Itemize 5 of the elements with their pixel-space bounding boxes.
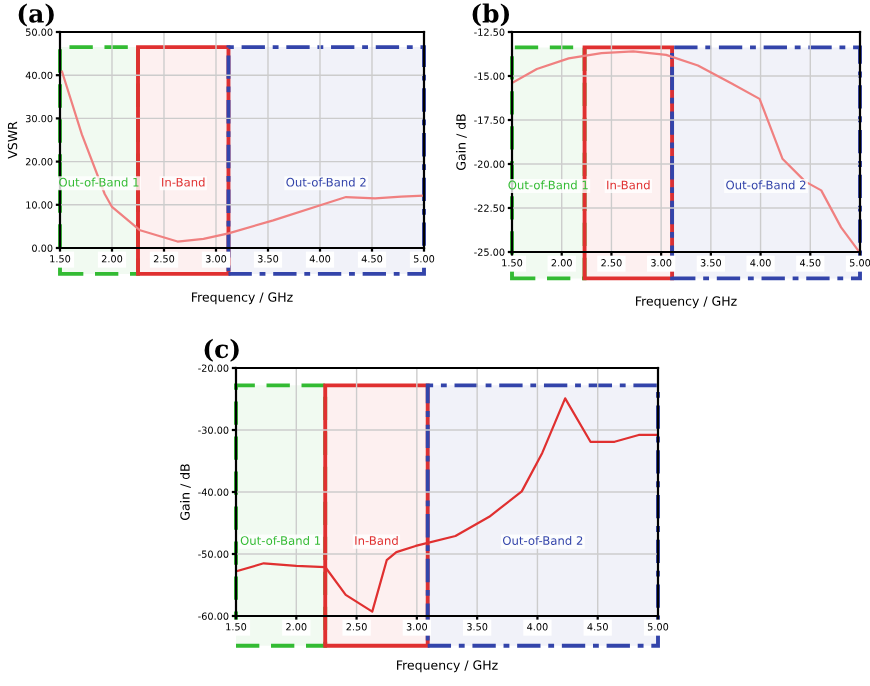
chart-title: (c) [204, 338, 239, 362]
chart-title: (a) [18, 3, 54, 27]
line-series [60, 70, 424, 243]
line-series [236, 397, 658, 613]
chart-title: (b) [472, 3, 509, 27]
